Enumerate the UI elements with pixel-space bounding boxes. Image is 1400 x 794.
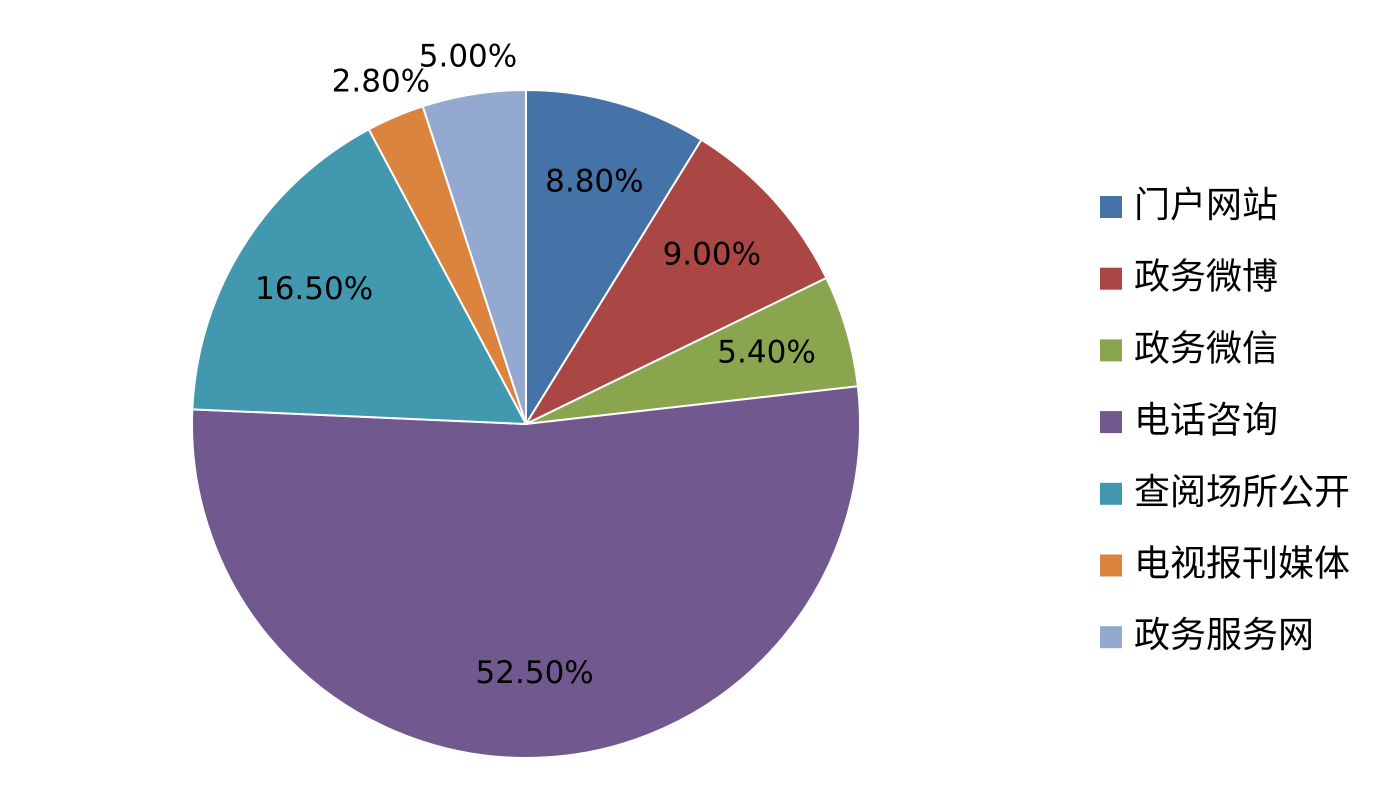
- value-label: 5.00%: [419, 38, 517, 74]
- value-label: 52.50%: [476, 655, 594, 691]
- legend-swatch: [1100, 482, 1122, 505]
- legend-swatch: [1100, 339, 1122, 362]
- legend-label: 门户网站: [1134, 185, 1278, 226]
- value-label: 8.80%: [545, 164, 643, 200]
- legend-label: 电话咨询: [1134, 400, 1278, 441]
- legend-label: 政务服务网: [1134, 615, 1314, 656]
- legend-swatch: [1100, 554, 1122, 577]
- pie-slice: [191, 385, 861, 759]
- pie-slice: [191, 127, 528, 426]
- legend-label: 查阅场所公开: [1134, 472, 1350, 513]
- legend-swatch: [1100, 626, 1122, 649]
- legend-label: 政务微博: [1134, 257, 1278, 298]
- pie-slice: [523, 138, 828, 427]
- value-label: 16.50%: [255, 271, 373, 307]
- legend-swatch: [1100, 267, 1122, 290]
- value-label: 5.40%: [717, 335, 815, 371]
- value-label: 2.80%: [332, 63, 430, 99]
- legend-label: 电视报刊媒体: [1134, 544, 1350, 585]
- pie-slice: [421, 88, 527, 425]
- legend-swatch: [1100, 196, 1122, 218]
- value-label: 9.00%: [663, 236, 761, 272]
- pie-slice: [525, 88, 703, 428]
- legend-swatch: [1100, 411, 1122, 434]
- legend-label: 政务微信: [1134, 328, 1278, 369]
